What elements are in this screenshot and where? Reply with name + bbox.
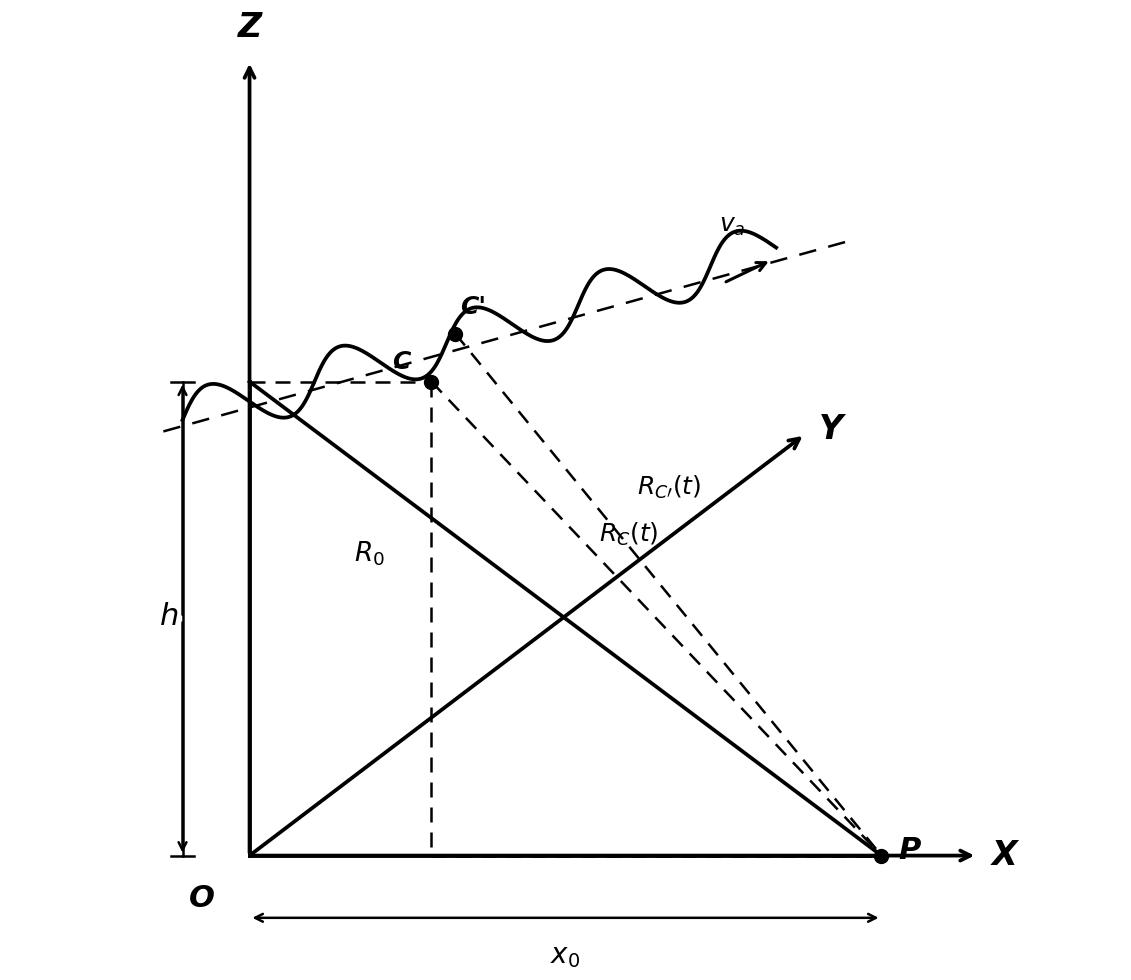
Text: $R_{C\prime}(t)$: $R_{C\prime}(t)$ <box>637 473 701 501</box>
Text: C: C <box>392 350 411 374</box>
Text: C': C' <box>460 295 486 319</box>
Text: Z: Z <box>238 11 261 44</box>
Text: $R_0$: $R_0$ <box>354 540 385 568</box>
Text: X: X <box>992 839 1017 872</box>
Text: $v_a$: $v_a$ <box>718 214 745 238</box>
Text: O: O <box>189 884 215 913</box>
Text: $R_C(t)$: $R_C(t)$ <box>599 521 658 549</box>
Text: Y: Y <box>819 413 844 446</box>
Text: $x_0$: $x_0$ <box>551 942 580 970</box>
Text: P: P <box>899 836 921 865</box>
Text: $h$: $h$ <box>158 602 178 631</box>
